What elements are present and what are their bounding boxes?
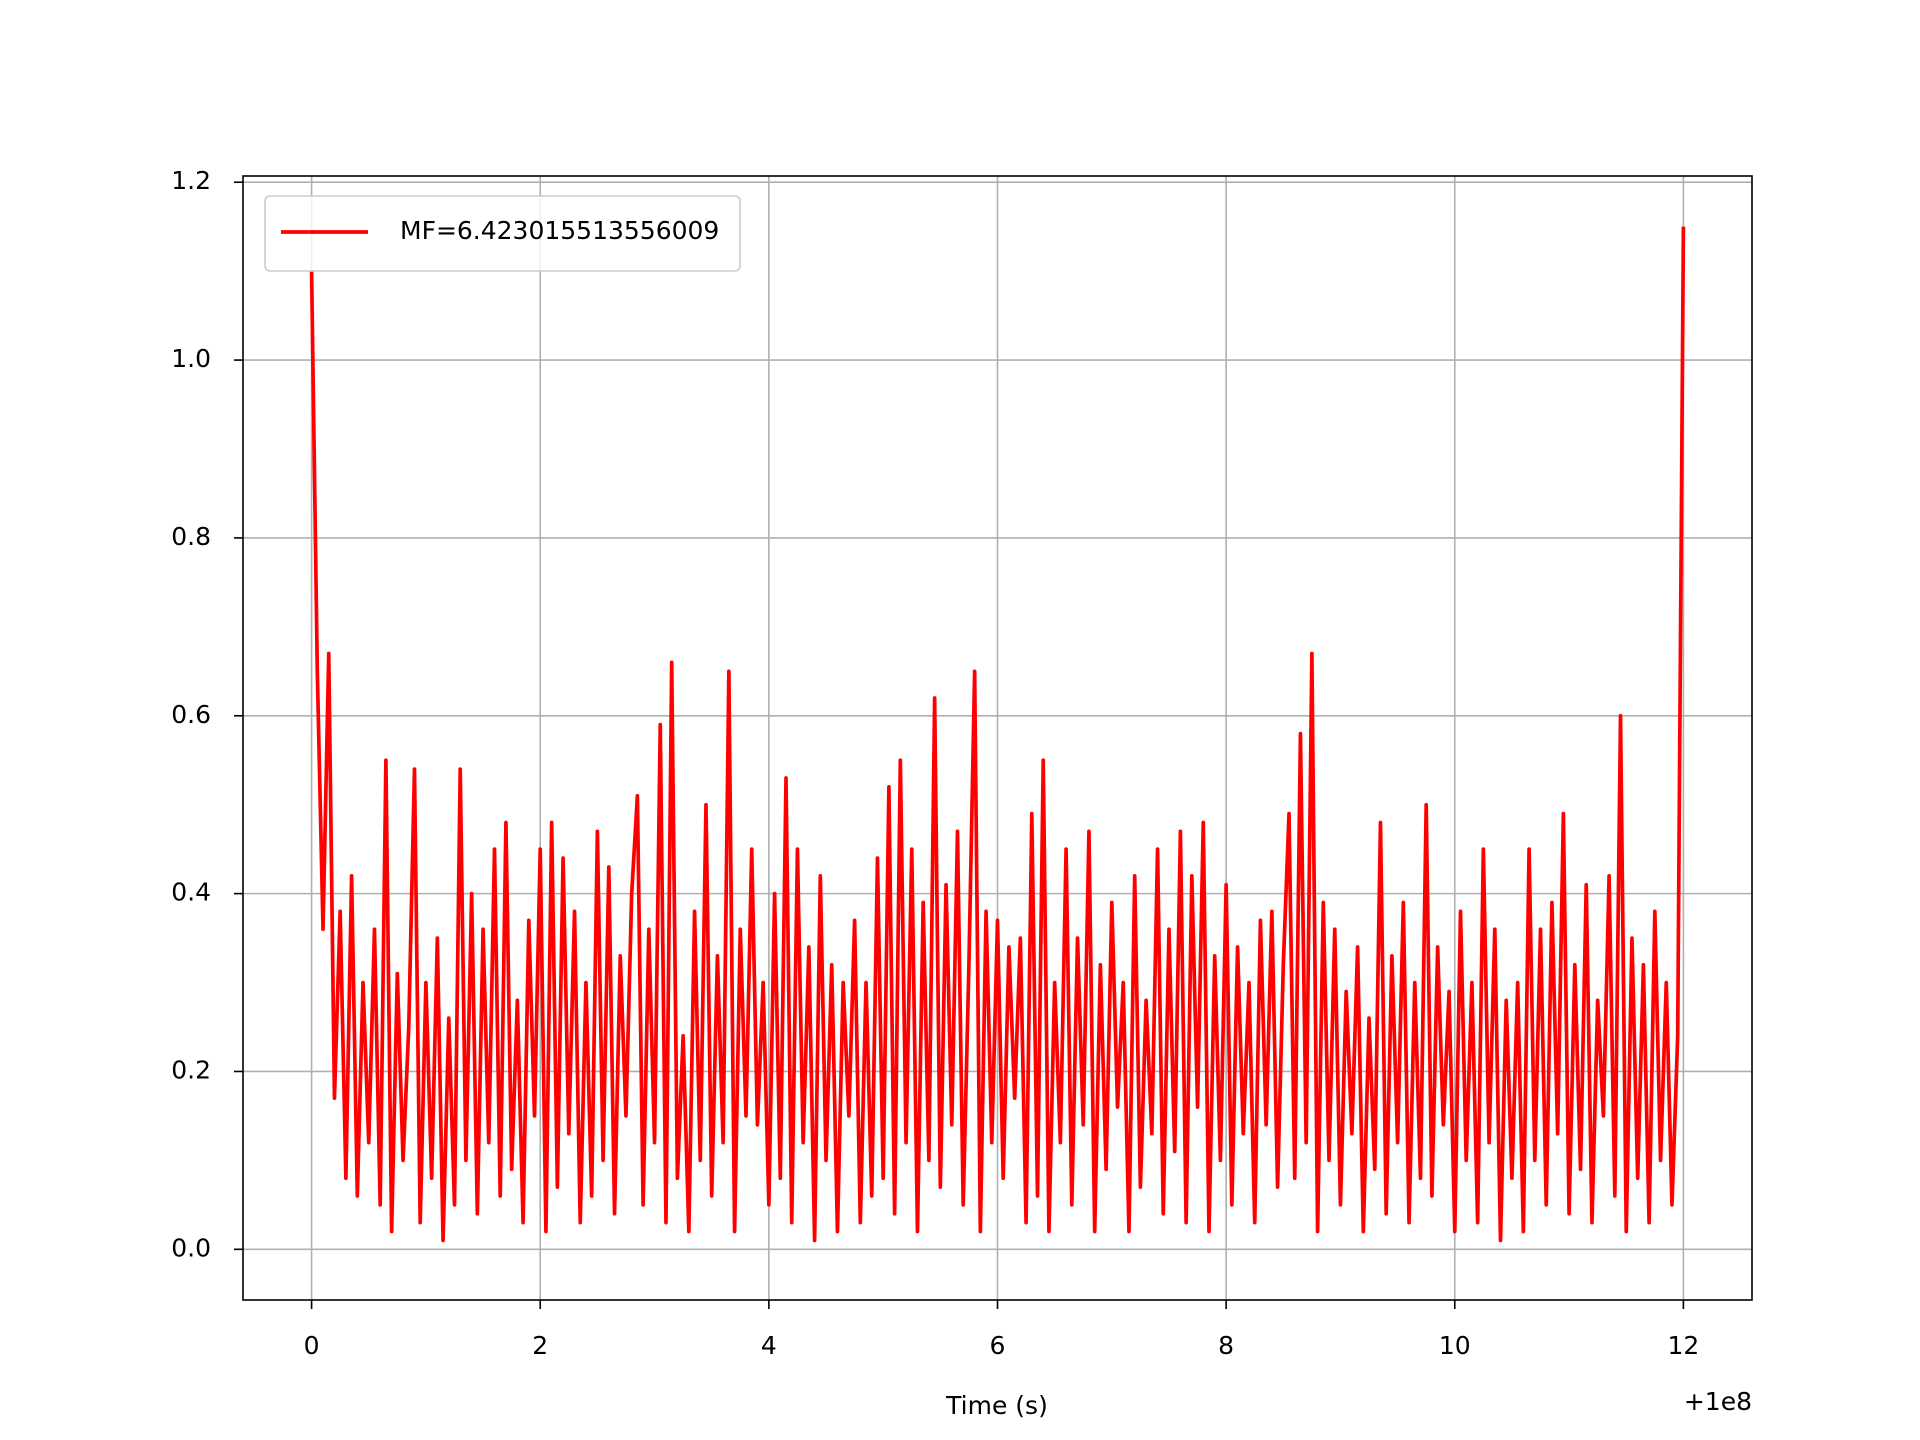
data-line bbox=[309, 226, 1686, 1243]
ticks: 0 2 4 6 8 10 12 0.0 0.2 0.4 0.6 0.8 1.0 1.2 bbox=[171, 166, 1699, 1360]
legend-box bbox=[264, 195, 741, 272]
legend: MF=6.423015513556009 bbox=[264, 195, 741, 272]
y-tick-label: 0.2 bbox=[171, 1055, 211, 1084]
y-tick-label: 0.4 bbox=[171, 878, 211, 907]
y-tick-label: 0.0 bbox=[171, 1233, 211, 1262]
x-tick-label: 6 bbox=[990, 1331, 1006, 1360]
x-tick-label: 12 bbox=[1668, 1331, 1700, 1360]
plot bbox=[309, 226, 1686, 1243]
legend-label: MF=6.423015513556009 bbox=[400, 216, 719, 245]
x-tick-label: 8 bbox=[1218, 1331, 1234, 1360]
y-tick-label: 0.6 bbox=[171, 700, 211, 729]
x-axis-label: Time (s) bbox=[945, 1391, 1048, 1420]
y-tick-label: 0.8 bbox=[171, 522, 211, 551]
y-tick-label: 1.2 bbox=[171, 166, 211, 195]
x-offset-label: +1e8 bbox=[1684, 1387, 1752, 1416]
x-tick-label: 2 bbox=[532, 1331, 548, 1360]
x-tick-label: 4 bbox=[761, 1331, 777, 1360]
y-tick-label: 1.0 bbox=[171, 344, 211, 373]
x-tick-label: 0 bbox=[304, 1331, 320, 1360]
x-tick-label: 10 bbox=[1439, 1331, 1471, 1360]
grid bbox=[243, 176, 1752, 1300]
